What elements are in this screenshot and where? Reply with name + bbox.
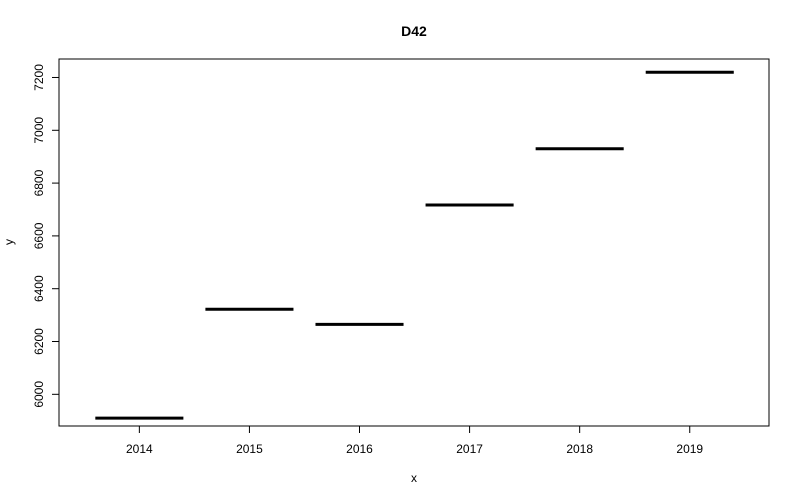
x-axis: 2014 2015 2016 2017 2018 2019: [126, 425, 703, 456]
x-tick-label: 2019: [676, 442, 703, 456]
y-tick-label: 6200: [32, 328, 46, 355]
x-axis-label: x: [411, 471, 417, 485]
x-tick-label: 2016: [346, 442, 373, 456]
y-tick-label: 7000: [32, 117, 46, 144]
series-marks: [95, 70, 734, 420]
y-tick-label: 6600: [32, 222, 46, 249]
y-tick-label: 6800: [32, 169, 46, 196]
plot-frame: [58, 58, 770, 427]
x-tick-label: 2015: [236, 442, 263, 456]
y-tick-label: 6000: [32, 381, 46, 408]
y-axis: 6000 6200 6400 6600 6800 7000 7200: [32, 64, 60, 408]
y-tick-label: 7200: [32, 64, 46, 91]
y-axis-label: y: [2, 239, 16, 245]
x-tick-label: 2017: [456, 442, 483, 456]
chart-title: D42: [401, 23, 427, 39]
x-tick-label: 2014: [126, 442, 153, 456]
x-tick-label: 2018: [566, 442, 593, 456]
y-tick-label: 6400: [32, 275, 46, 302]
